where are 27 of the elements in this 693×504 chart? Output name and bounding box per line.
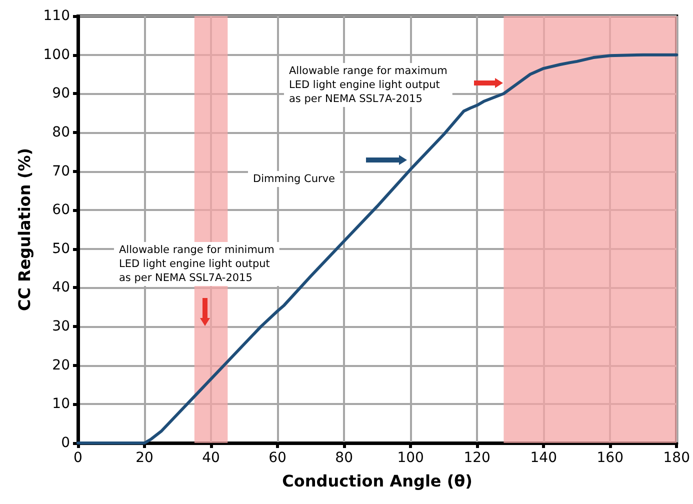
- y-axis-title: CC Regulation (%): [14, 148, 34, 312]
- x-tick-label: 0: [74, 450, 82, 466]
- annotation: Dimming Curve: [253, 173, 336, 185]
- x-axis-title: Conduction Angle (θ): [282, 472, 472, 490]
- x-tick-label: 20: [136, 450, 154, 466]
- y-tick-label: 20: [52, 357, 70, 374]
- y-tick-label: 70: [52, 163, 70, 180]
- x-tick-label: 120: [464, 450, 490, 466]
- x-tick-label: 40: [202, 450, 220, 466]
- y-tick-label: 10: [52, 396, 70, 412]
- annotation: Allowable range for minimum LED light engine light output as per NEMA SSL7A-2015: [119, 244, 274, 284]
- annotation: Allowable range for maximum LED light engine light output as per NEMA SSL7A-2015: [289, 65, 448, 105]
- x-tick-label: 80: [335, 450, 353, 466]
- y-tick-label: 100: [43, 46, 70, 63]
- y-tick-label: 60: [52, 202, 70, 218]
- y-tick-label: 90: [52, 86, 70, 102]
- y-tick-label: 50: [52, 240, 70, 257]
- y-tick-label: 80: [52, 124, 70, 140]
- x-tick-label: 100: [397, 450, 424, 466]
- y-tick-label: 30: [52, 318, 70, 335]
- x-tick-label: 60: [268, 450, 286, 466]
- y-tick-label: 0: [61, 435, 70, 451]
- x-tick-label: 180: [663, 450, 690, 466]
- x-tick-label: 140: [530, 450, 557, 466]
- y-tick-label: 40: [52, 280, 70, 296]
- y-tick-label: 110: [43, 8, 70, 24]
- x-tick-label: 160: [596, 450, 624, 466]
